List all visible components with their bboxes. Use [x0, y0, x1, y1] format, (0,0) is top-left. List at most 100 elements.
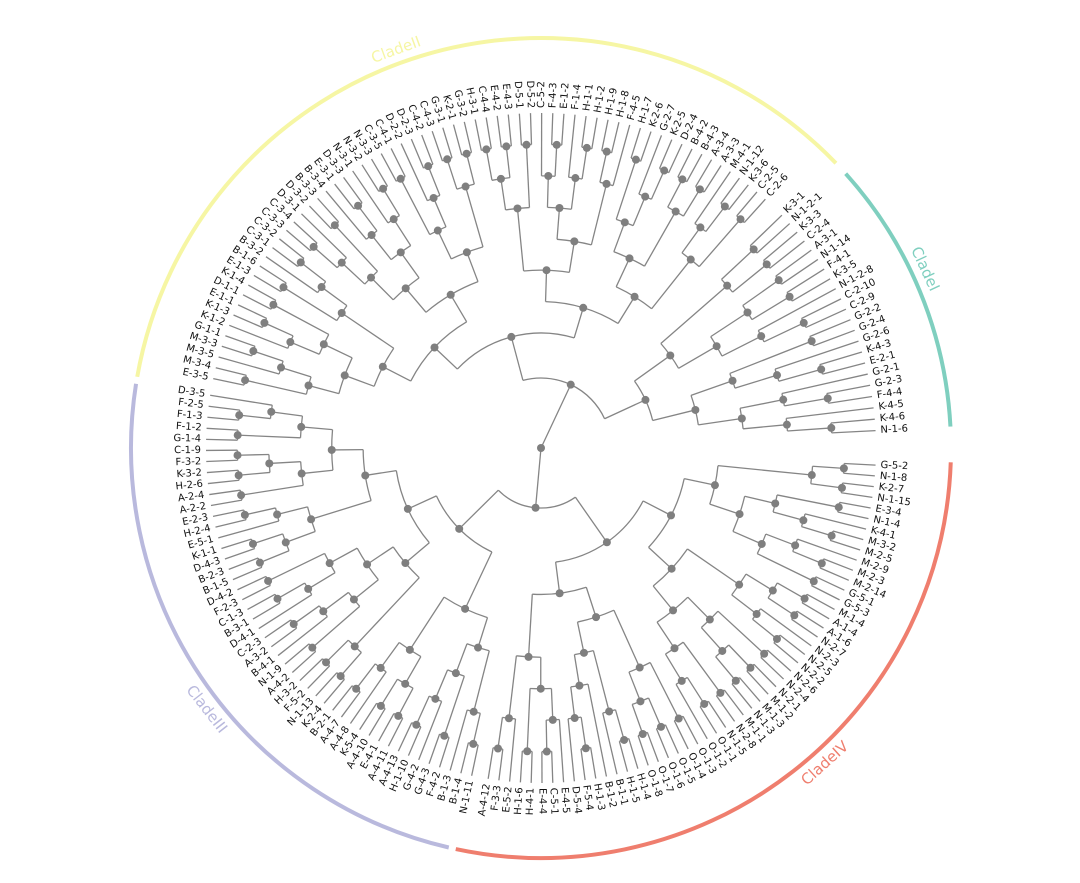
branch [218, 356, 280, 375]
branch [277, 582, 306, 600]
node [749, 245, 758, 254]
node [817, 365, 826, 374]
leaf-label: H-1-1 [581, 83, 596, 112]
branch [210, 394, 273, 406]
branch [709, 503, 740, 515]
branch [743, 198, 766, 224]
branch [239, 414, 271, 420]
node [308, 643, 317, 652]
branch [206, 438, 238, 441]
branch [516, 208, 525, 272]
node [548, 715, 557, 724]
branch [806, 593, 835, 611]
clade-arc [844, 172, 953, 427]
branch [773, 642, 799, 664]
branch [291, 650, 317, 673]
node [656, 722, 665, 731]
branch [241, 484, 304, 496]
branch [561, 113, 565, 146]
branch [237, 304, 267, 319]
branch [796, 610, 824, 629]
node [379, 184, 388, 193]
node [746, 663, 755, 672]
node [773, 371, 782, 380]
node [620, 735, 629, 744]
branch [434, 669, 449, 700]
leaf-label: F-5-4 [580, 784, 594, 811]
node [800, 594, 809, 603]
branch [498, 749, 504, 781]
node [799, 516, 808, 525]
branch [710, 311, 748, 338]
node [571, 174, 580, 183]
node [592, 613, 601, 622]
node [700, 699, 709, 708]
branch [308, 384, 340, 395]
branch [753, 663, 777, 688]
branch [525, 144, 531, 208]
node [531, 503, 540, 512]
node [265, 459, 274, 468]
branch [804, 513, 867, 530]
branch [415, 695, 430, 726]
branch [464, 551, 493, 610]
branch [687, 548, 740, 586]
leaf-label: H-1-6 [513, 787, 526, 815]
branch [801, 526, 832, 537]
branch [554, 144, 558, 177]
node [297, 422, 306, 431]
node [319, 607, 328, 616]
branch [487, 747, 494, 779]
branch [278, 238, 305, 259]
branch [590, 183, 608, 246]
node [455, 524, 464, 533]
branch [556, 207, 561, 240]
leaf-label: A-4-12 [477, 783, 493, 817]
branch [723, 689, 744, 716]
branch [344, 374, 375, 387]
branch [390, 148, 406, 177]
node [579, 648, 588, 657]
branch [729, 340, 812, 375]
leaf-label: F-3-3 [490, 785, 504, 812]
branch [801, 602, 830, 620]
branch [742, 279, 780, 307]
branch [431, 130, 444, 162]
branch [464, 186, 484, 248]
branch [628, 738, 639, 769]
branch [570, 686, 576, 719]
branch [612, 124, 631, 186]
branch [387, 717, 404, 747]
branch [763, 231, 798, 262]
branch [540, 384, 572, 449]
branch [604, 399, 646, 420]
branch [646, 732, 659, 762]
branch [732, 263, 768, 293]
node [396, 174, 405, 183]
node [286, 338, 295, 347]
node [440, 731, 449, 740]
branch [787, 427, 832, 432]
node [635, 663, 644, 672]
branch [831, 429, 876, 434]
node [376, 663, 385, 672]
branch [466, 252, 479, 282]
node [304, 381, 313, 390]
node [376, 701, 385, 710]
branch [215, 519, 247, 528]
node [249, 347, 258, 356]
branch [300, 261, 327, 283]
leaf-label: G-5-2 [880, 460, 908, 472]
node [522, 140, 531, 149]
node [807, 471, 816, 480]
leaf-label: E-3-4 [875, 504, 903, 520]
branch [252, 602, 281, 620]
node [718, 646, 727, 655]
node [330, 221, 339, 230]
leaf-label: E-3-5 [182, 367, 210, 383]
node [638, 730, 647, 739]
branch [359, 702, 378, 731]
branch [427, 165, 441, 196]
root-node [537, 444, 545, 452]
node [641, 395, 650, 404]
